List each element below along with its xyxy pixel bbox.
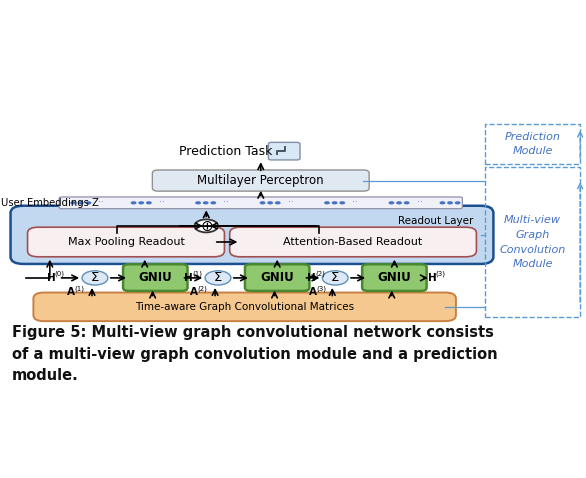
Circle shape <box>82 271 108 285</box>
Circle shape <box>332 201 338 205</box>
Bar <box>485 124 580 164</box>
FancyBboxPatch shape <box>268 142 300 160</box>
Text: ··: ·· <box>223 198 229 207</box>
Circle shape <box>210 201 216 205</box>
Text: Multilayer Perceptron: Multilayer Perceptron <box>197 174 324 187</box>
Circle shape <box>322 271 348 285</box>
Circle shape <box>146 201 152 205</box>
Circle shape <box>275 201 281 205</box>
Text: $\Sigma$: $\Sigma$ <box>90 272 100 284</box>
Circle shape <box>205 271 231 285</box>
Text: (0): (0) <box>55 270 65 277</box>
Text: Attention-Based Readout: Attention-Based Readout <box>284 237 423 247</box>
Text: Figure 5: Multi-view graph convolutional network consists
of a multi-view graph : Figure 5: Multi-view graph convolutional… <box>12 325 498 383</box>
Text: $\Sigma$: $\Sigma$ <box>331 272 340 284</box>
Text: ··: ·· <box>159 198 165 207</box>
FancyBboxPatch shape <box>59 197 462 209</box>
Text: Time-aware Graph Convolutional Matrices: Time-aware Graph Convolutional Matrices <box>135 302 354 312</box>
Circle shape <box>440 201 445 205</box>
FancyBboxPatch shape <box>123 264 188 291</box>
Text: $\mathbf{H}$: $\mathbf{H}$ <box>46 271 56 283</box>
Circle shape <box>267 201 273 205</box>
Circle shape <box>260 201 265 205</box>
Text: $\mathbf{H}$: $\mathbf{H}$ <box>427 271 437 283</box>
Circle shape <box>138 201 144 205</box>
Text: ··: ·· <box>417 198 423 207</box>
Text: Prediction
Module: Prediction Module <box>505 132 561 156</box>
Text: Multi-view
Graph
Convolution
Module: Multi-view Graph Convolution Module <box>499 215 566 270</box>
Circle shape <box>455 201 461 205</box>
Text: $\oplus$: $\oplus$ <box>200 218 213 233</box>
Text: (3): (3) <box>436 270 446 277</box>
Circle shape <box>195 201 201 205</box>
Bar <box>485 167 580 317</box>
Text: GNIU: GNIU <box>377 271 411 284</box>
FancyBboxPatch shape <box>362 264 427 291</box>
Circle shape <box>195 219 218 232</box>
Circle shape <box>396 201 402 205</box>
FancyBboxPatch shape <box>152 170 369 191</box>
Circle shape <box>78 201 84 205</box>
Text: Readout Layer: Readout Layer <box>398 216 473 226</box>
FancyBboxPatch shape <box>230 227 476 257</box>
Text: Max Pooling Readout: Max Pooling Readout <box>67 237 185 247</box>
FancyBboxPatch shape <box>33 293 456 321</box>
FancyBboxPatch shape <box>11 206 493 264</box>
Circle shape <box>86 201 91 205</box>
Text: ··: ·· <box>288 198 294 207</box>
Circle shape <box>389 201 394 205</box>
Circle shape <box>447 201 453 205</box>
Circle shape <box>404 201 410 205</box>
Circle shape <box>203 201 209 205</box>
Text: $\mathbf{H}$: $\mathbf{H}$ <box>306 271 316 283</box>
Text: (1): (1) <box>192 270 202 277</box>
FancyBboxPatch shape <box>245 264 309 291</box>
Text: (1): (1) <box>75 285 85 292</box>
Text: $\mathbf{A}$: $\mathbf{A}$ <box>66 285 76 297</box>
Text: $\mathbf{A}$: $\mathbf{A}$ <box>189 285 199 297</box>
Text: $\mathbf{A}$: $\mathbf{A}$ <box>308 285 318 297</box>
Circle shape <box>70 201 76 205</box>
Text: $\Sigma$: $\Sigma$ <box>213 272 223 284</box>
Text: User Embeddings Z: User Embeddings Z <box>1 198 99 208</box>
Text: ··: ·· <box>352 198 358 207</box>
Text: GNIU: GNIU <box>138 271 172 284</box>
Text: (2): (2) <box>315 270 325 277</box>
Circle shape <box>324 201 330 205</box>
Text: Prediction Task: Prediction Task <box>179 145 272 158</box>
Text: (2): (2) <box>198 285 207 292</box>
Text: ··: ·· <box>98 198 104 207</box>
Circle shape <box>131 201 137 205</box>
Text: GNIU: GNIU <box>260 271 294 284</box>
FancyBboxPatch shape <box>28 227 224 257</box>
Circle shape <box>339 201 345 205</box>
Text: $\mathbf{H}$: $\mathbf{H}$ <box>183 271 193 283</box>
Text: (3): (3) <box>316 285 327 292</box>
